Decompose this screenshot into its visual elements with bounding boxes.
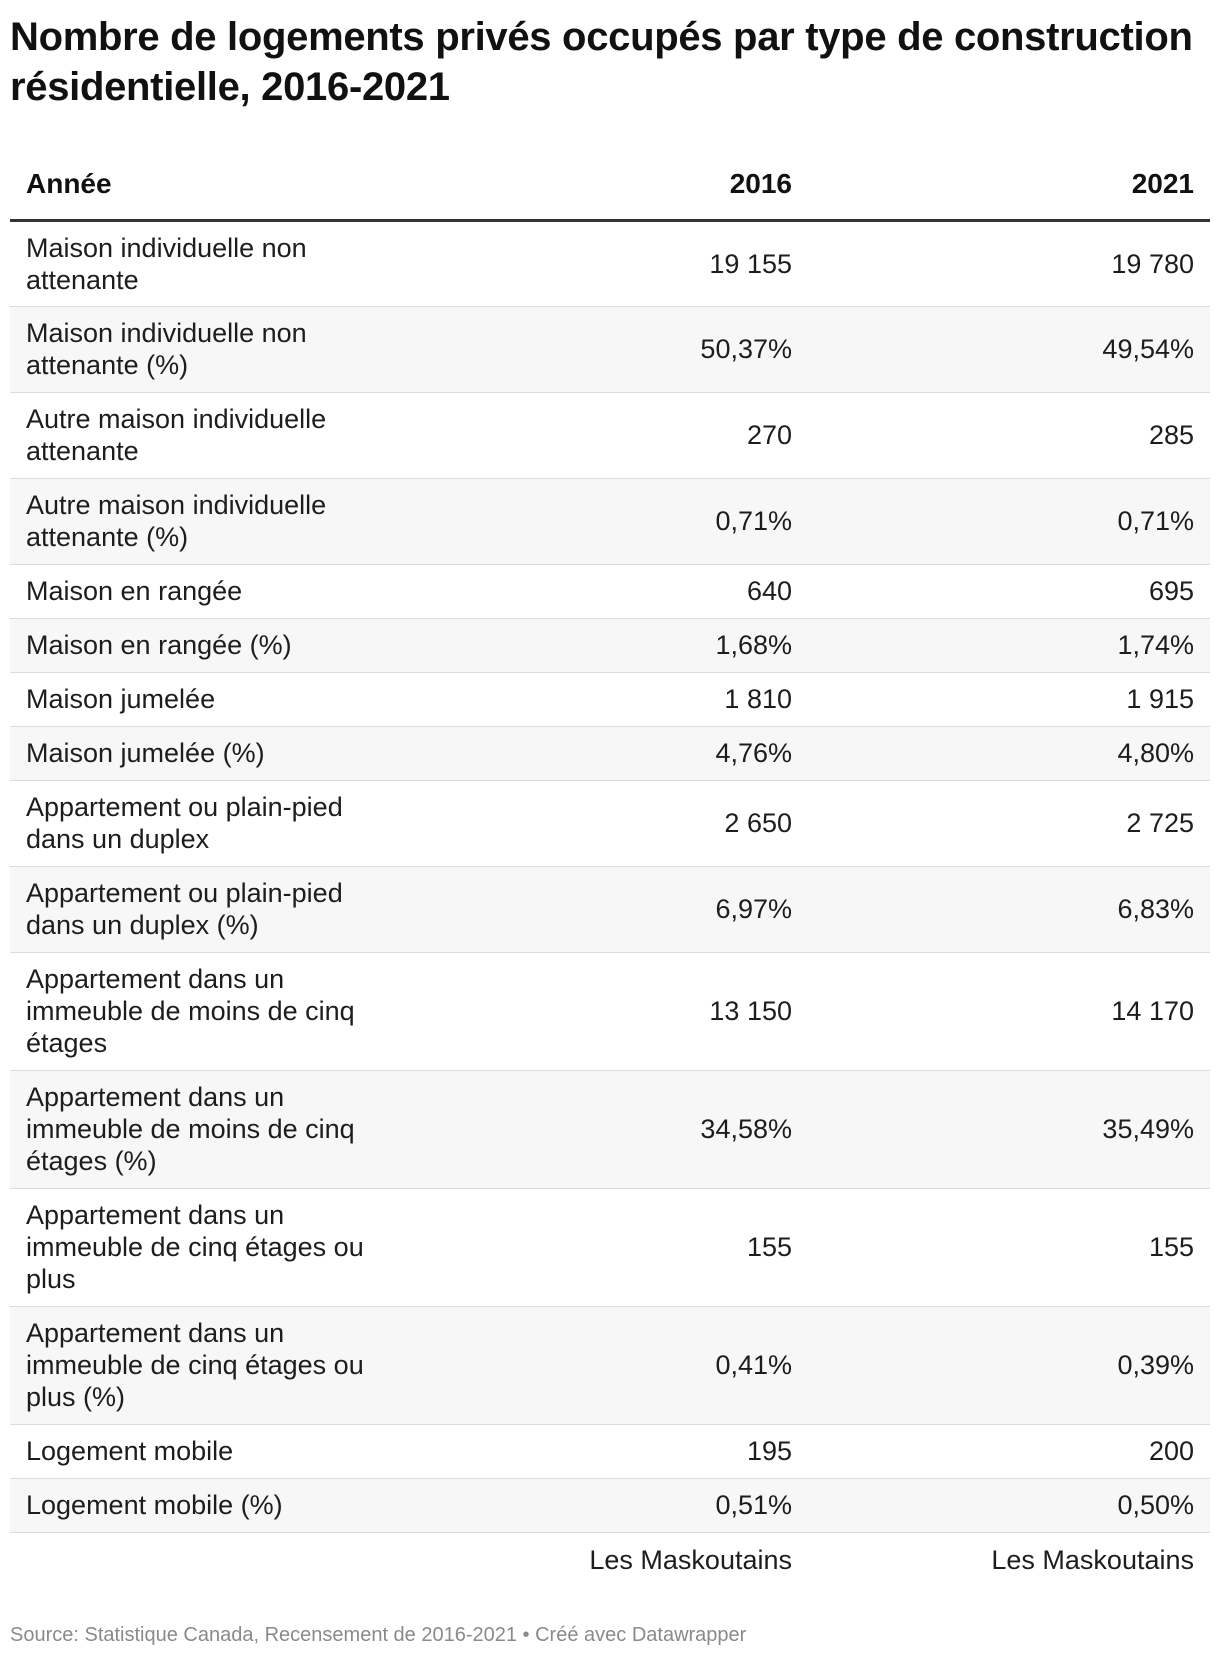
footer-empty-cell	[10, 1532, 400, 1588]
value-2021: 6,83%	[808, 866, 1210, 953]
table-row: Maison en rangée (%) 1,68% 1,74%	[10, 618, 1210, 673]
value-2016: 34,58%	[400, 1070, 808, 1189]
table-row: Maison jumelée 1 810 1 915	[10, 672, 1210, 727]
table-row: Maison jumelée (%) 4,76% 4,80%	[10, 726, 1210, 781]
row-label: Maison jumelée (%)	[10, 726, 400, 781]
value-2016: 1,68%	[400, 618, 808, 673]
column-header-2016[interactable]: 2016	[400, 150, 808, 222]
table-row: Appartement dans un immeuble de moins de…	[10, 1070, 1210, 1189]
row-label: Appartement ou plain-pied dans un duplex…	[10, 866, 400, 953]
data-table: Année 2016 2021 Maison individuelle non …	[10, 150, 1210, 1588]
value-2021: 14 170	[808, 952, 1210, 1071]
value-2021: 0,39%	[808, 1306, 1210, 1425]
table-row: Logement mobile 195 200	[10, 1424, 1210, 1479]
table-header-row: Année 2016 2021	[10, 150, 1210, 222]
table-row: Autre maison individuelle attenante (%) …	[10, 478, 1210, 565]
row-label: Maison en rangée	[10, 564, 400, 619]
value-2021: 0,50%	[808, 1478, 1210, 1533]
value-2021: 285	[808, 392, 1210, 479]
table-footer-row: Les Maskoutains Les Maskoutains	[10, 1532, 1210, 1588]
value-2016: 6,97%	[400, 866, 808, 953]
table-row: Maison individuelle non attenante 19 155…	[10, 220, 1210, 307]
table-row: Appartement dans un immeuble de moins de…	[10, 952, 1210, 1071]
row-label: Maison individuelle non attenante (%)	[10, 306, 400, 393]
row-label: Maison jumelée	[10, 672, 400, 727]
table-row: Autre maison individuelle attenante 270 …	[10, 392, 1210, 479]
table-row: Appartement dans un immeuble de cinq éta…	[10, 1306, 1210, 1425]
table-row: Maison individuelle non attenante (%) 50…	[10, 306, 1210, 393]
value-2016: 19 155	[400, 220, 808, 307]
column-header-2021[interactable]: 2021	[808, 150, 1210, 222]
row-label: Appartement dans un immeuble de cinq éta…	[10, 1306, 400, 1425]
value-2016: 155	[400, 1188, 808, 1307]
row-label: Appartement dans un immeuble de cinq éta…	[10, 1188, 400, 1307]
value-2016: 0,51%	[400, 1478, 808, 1533]
row-label: Appartement dans un immeuble de moins de…	[10, 1070, 400, 1189]
row-label: Logement mobile	[10, 1424, 400, 1479]
row-label: Maison individuelle non attenante	[10, 220, 400, 307]
value-2016: 0,41%	[400, 1306, 808, 1425]
value-2021: 695	[808, 564, 1210, 619]
value-2021: 155	[808, 1188, 1210, 1307]
row-label: Appartement ou plain-pied dans un duplex	[10, 780, 400, 867]
row-label: Logement mobile (%)	[10, 1478, 400, 1533]
value-2016: 4,76%	[400, 726, 808, 781]
value-2016: 270	[400, 392, 808, 479]
page-title: Nombre de logements privés occupés par t…	[10, 15, 1193, 109]
row-label: Appartement dans un immeuble de moins de…	[10, 952, 400, 1071]
data-table-container: Année 2016 2021 Maison individuelle non …	[10, 150, 1210, 1588]
value-2016: 2 650	[400, 780, 808, 867]
value-2021: 49,54%	[808, 306, 1210, 393]
value-2021: 1 915	[808, 672, 1210, 727]
value-2021: 2 725	[808, 780, 1210, 867]
table-row: Logement mobile (%) 0,51% 0,50%	[10, 1478, 1210, 1533]
footer-region-2021: Les Maskoutains	[991, 1544, 1194, 1575]
value-2021: 200	[808, 1424, 1210, 1479]
table-row: Appartement dans un immeuble de cinq éta…	[10, 1188, 1210, 1307]
column-header-annee[interactable]: Année	[10, 150, 400, 222]
value-2016: 13 150	[400, 952, 808, 1071]
row-label: Maison en rangée (%)	[10, 618, 400, 673]
row-label: Autre maison individuelle attenante (%)	[10, 478, 400, 565]
value-2021: 19 780	[808, 220, 1210, 307]
row-label: Autre maison individuelle attenante	[10, 392, 400, 479]
value-2016: 1 810	[400, 672, 808, 727]
table-row: Appartement ou plain-pied dans un duplex…	[10, 866, 1210, 953]
table-row: Maison en rangée 640 695	[10, 564, 1210, 619]
value-2016: 640	[400, 564, 808, 619]
value-2021: 0,71%	[808, 478, 1210, 565]
value-2016: 195	[400, 1424, 808, 1479]
source-note: Source: Statistique Canada, Recensement …	[10, 1624, 747, 1646]
footer-region-2016: Les Maskoutains	[589, 1544, 792, 1575]
value-2016: 50,37%	[400, 306, 808, 393]
value-2021: 35,49%	[808, 1070, 1210, 1189]
value-2016: 0,71%	[400, 478, 808, 565]
value-2021: 4,80%	[808, 726, 1210, 781]
table-row: Appartement ou plain-pied dans un duplex…	[10, 780, 1210, 867]
value-2021: 1,74%	[808, 618, 1210, 673]
